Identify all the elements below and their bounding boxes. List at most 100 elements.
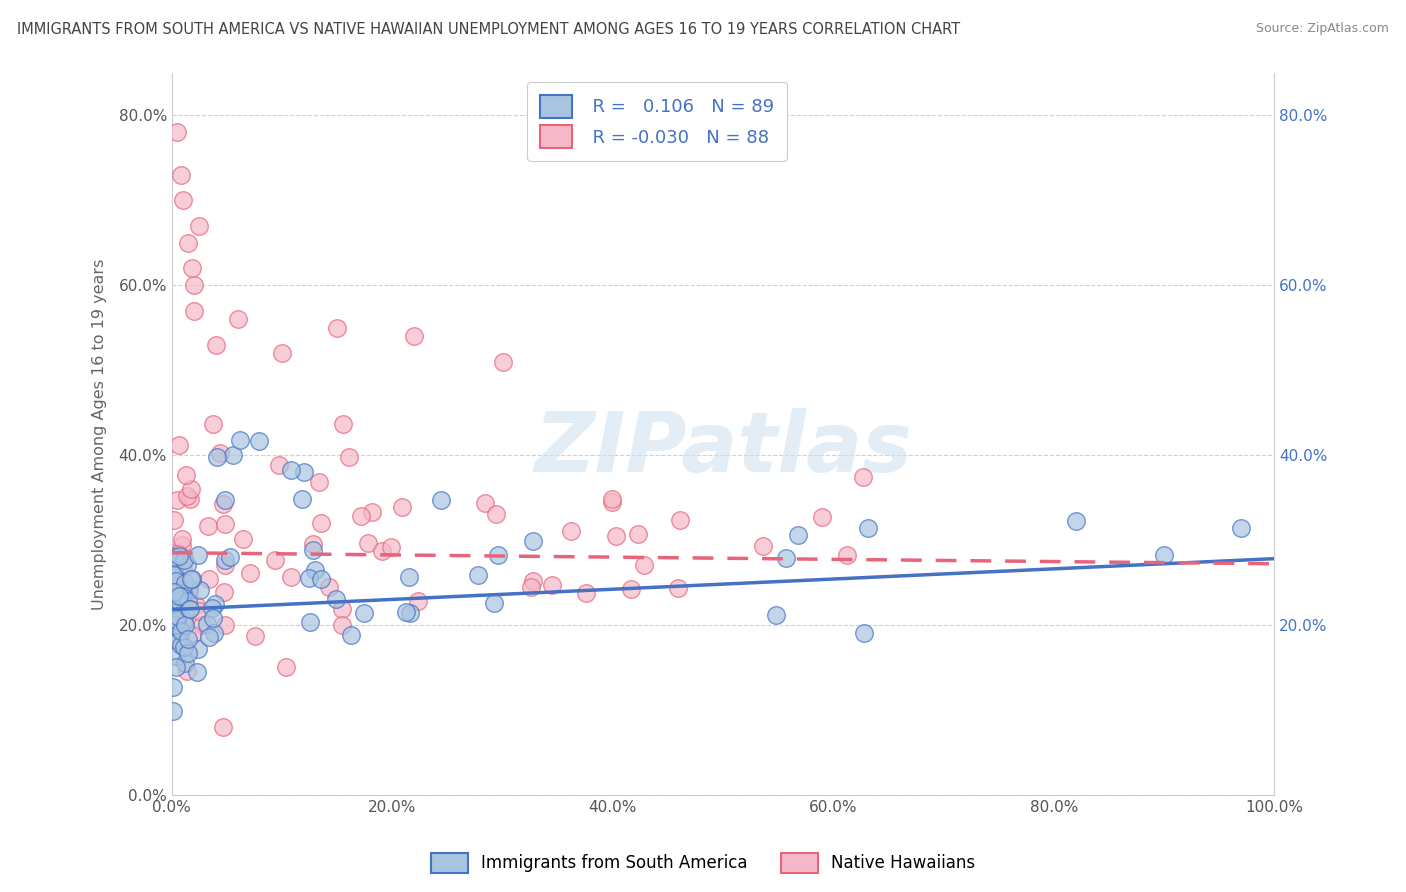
Point: [186, 665, 208, 680]
Point: [853, 625, 876, 640]
Point: [669, 513, 692, 527]
Point: [575, 586, 598, 600]
Point: [190, 582, 212, 597]
Point: [308, 475, 330, 489]
Point: [380, 540, 402, 554]
Point: [205, 450, 228, 464]
Point: [177, 646, 200, 660]
Point: [222, 448, 245, 462]
Point: [181, 628, 204, 642]
Point: [350, 509, 373, 524]
Point: [177, 582, 200, 597]
Point: [166, 614, 188, 628]
Point: [361, 505, 384, 519]
Point: [486, 548, 509, 562]
Point: [214, 516, 236, 531]
Point: [166, 592, 188, 607]
Point: [226, 312, 249, 326]
Point: [280, 570, 302, 584]
Point: [176, 664, 198, 678]
Point: [326, 320, 349, 334]
Point: [243, 629, 266, 643]
Point: [491, 354, 513, 368]
Point: [276, 659, 298, 673]
Point: [166, 492, 188, 507]
Point: [162, 704, 184, 718]
Point: [187, 642, 209, 657]
Point: [280, 463, 302, 477]
Point: [204, 597, 226, 611]
Point: [173, 576, 195, 591]
Point: [173, 591, 195, 605]
Point: [179, 602, 201, 616]
Point: [560, 524, 582, 538]
Point: [1230, 521, 1253, 535]
Point: [214, 558, 236, 573]
Point: [197, 519, 219, 533]
Point: [163, 568, 186, 582]
Point: [163, 571, 186, 585]
Point: [395, 606, 418, 620]
Point: [167, 547, 190, 561]
Point: [177, 582, 200, 596]
Point: [229, 433, 252, 447]
Point: [353, 606, 375, 620]
Point: [170, 638, 193, 652]
Point: [318, 580, 340, 594]
Legend:   R =   0.106   N = 89,   R = -0.030   N = 88: R = 0.106 N = 89, R = -0.030 N = 88: [527, 82, 787, 161]
Point: [169, 595, 191, 609]
Point: [167, 549, 190, 563]
Point: [406, 593, 429, 607]
Point: [325, 592, 347, 607]
Point: [187, 604, 209, 618]
Point: [167, 438, 190, 452]
Point: [811, 509, 834, 524]
Point: [163, 513, 186, 527]
Point: [165, 574, 187, 588]
Point: [292, 465, 315, 479]
Point: [188, 219, 211, 233]
Point: [187, 549, 209, 563]
Point: [219, 549, 242, 564]
Point: [177, 632, 200, 647]
Point: [205, 337, 228, 351]
Point: [162, 617, 184, 632]
Point: [467, 568, 489, 582]
Point: [174, 467, 197, 482]
Point: [214, 617, 236, 632]
Point: [371, 543, 394, 558]
Point: [195, 617, 218, 632]
Point: [183, 303, 205, 318]
Point: [170, 624, 193, 639]
Point: [198, 572, 221, 586]
Point: [202, 625, 225, 640]
Point: [183, 278, 205, 293]
Point: [172, 549, 194, 564]
Point: [167, 589, 190, 603]
Point: [540, 578, 562, 592]
Point: [399, 607, 422, 621]
Point: [190, 618, 212, 632]
Point: [627, 527, 650, 541]
Point: [247, 434, 270, 449]
Point: [169, 168, 191, 182]
Point: [166, 608, 188, 623]
Point: [163, 619, 186, 633]
Point: [309, 572, 332, 586]
Point: [775, 550, 797, 565]
Point: [666, 581, 689, 595]
Point: [765, 607, 787, 622]
Point: [172, 563, 194, 577]
Point: [837, 548, 859, 562]
Point: [180, 261, 202, 276]
Point: [330, 617, 353, 632]
Point: [163, 563, 186, 577]
Point: [173, 553, 195, 567]
Point: [398, 570, 420, 584]
Point: [198, 631, 221, 645]
Point: [211, 497, 233, 511]
Point: [174, 656, 197, 670]
Point: [173, 618, 195, 632]
Point: [304, 563, 326, 577]
Point: [298, 615, 321, 629]
